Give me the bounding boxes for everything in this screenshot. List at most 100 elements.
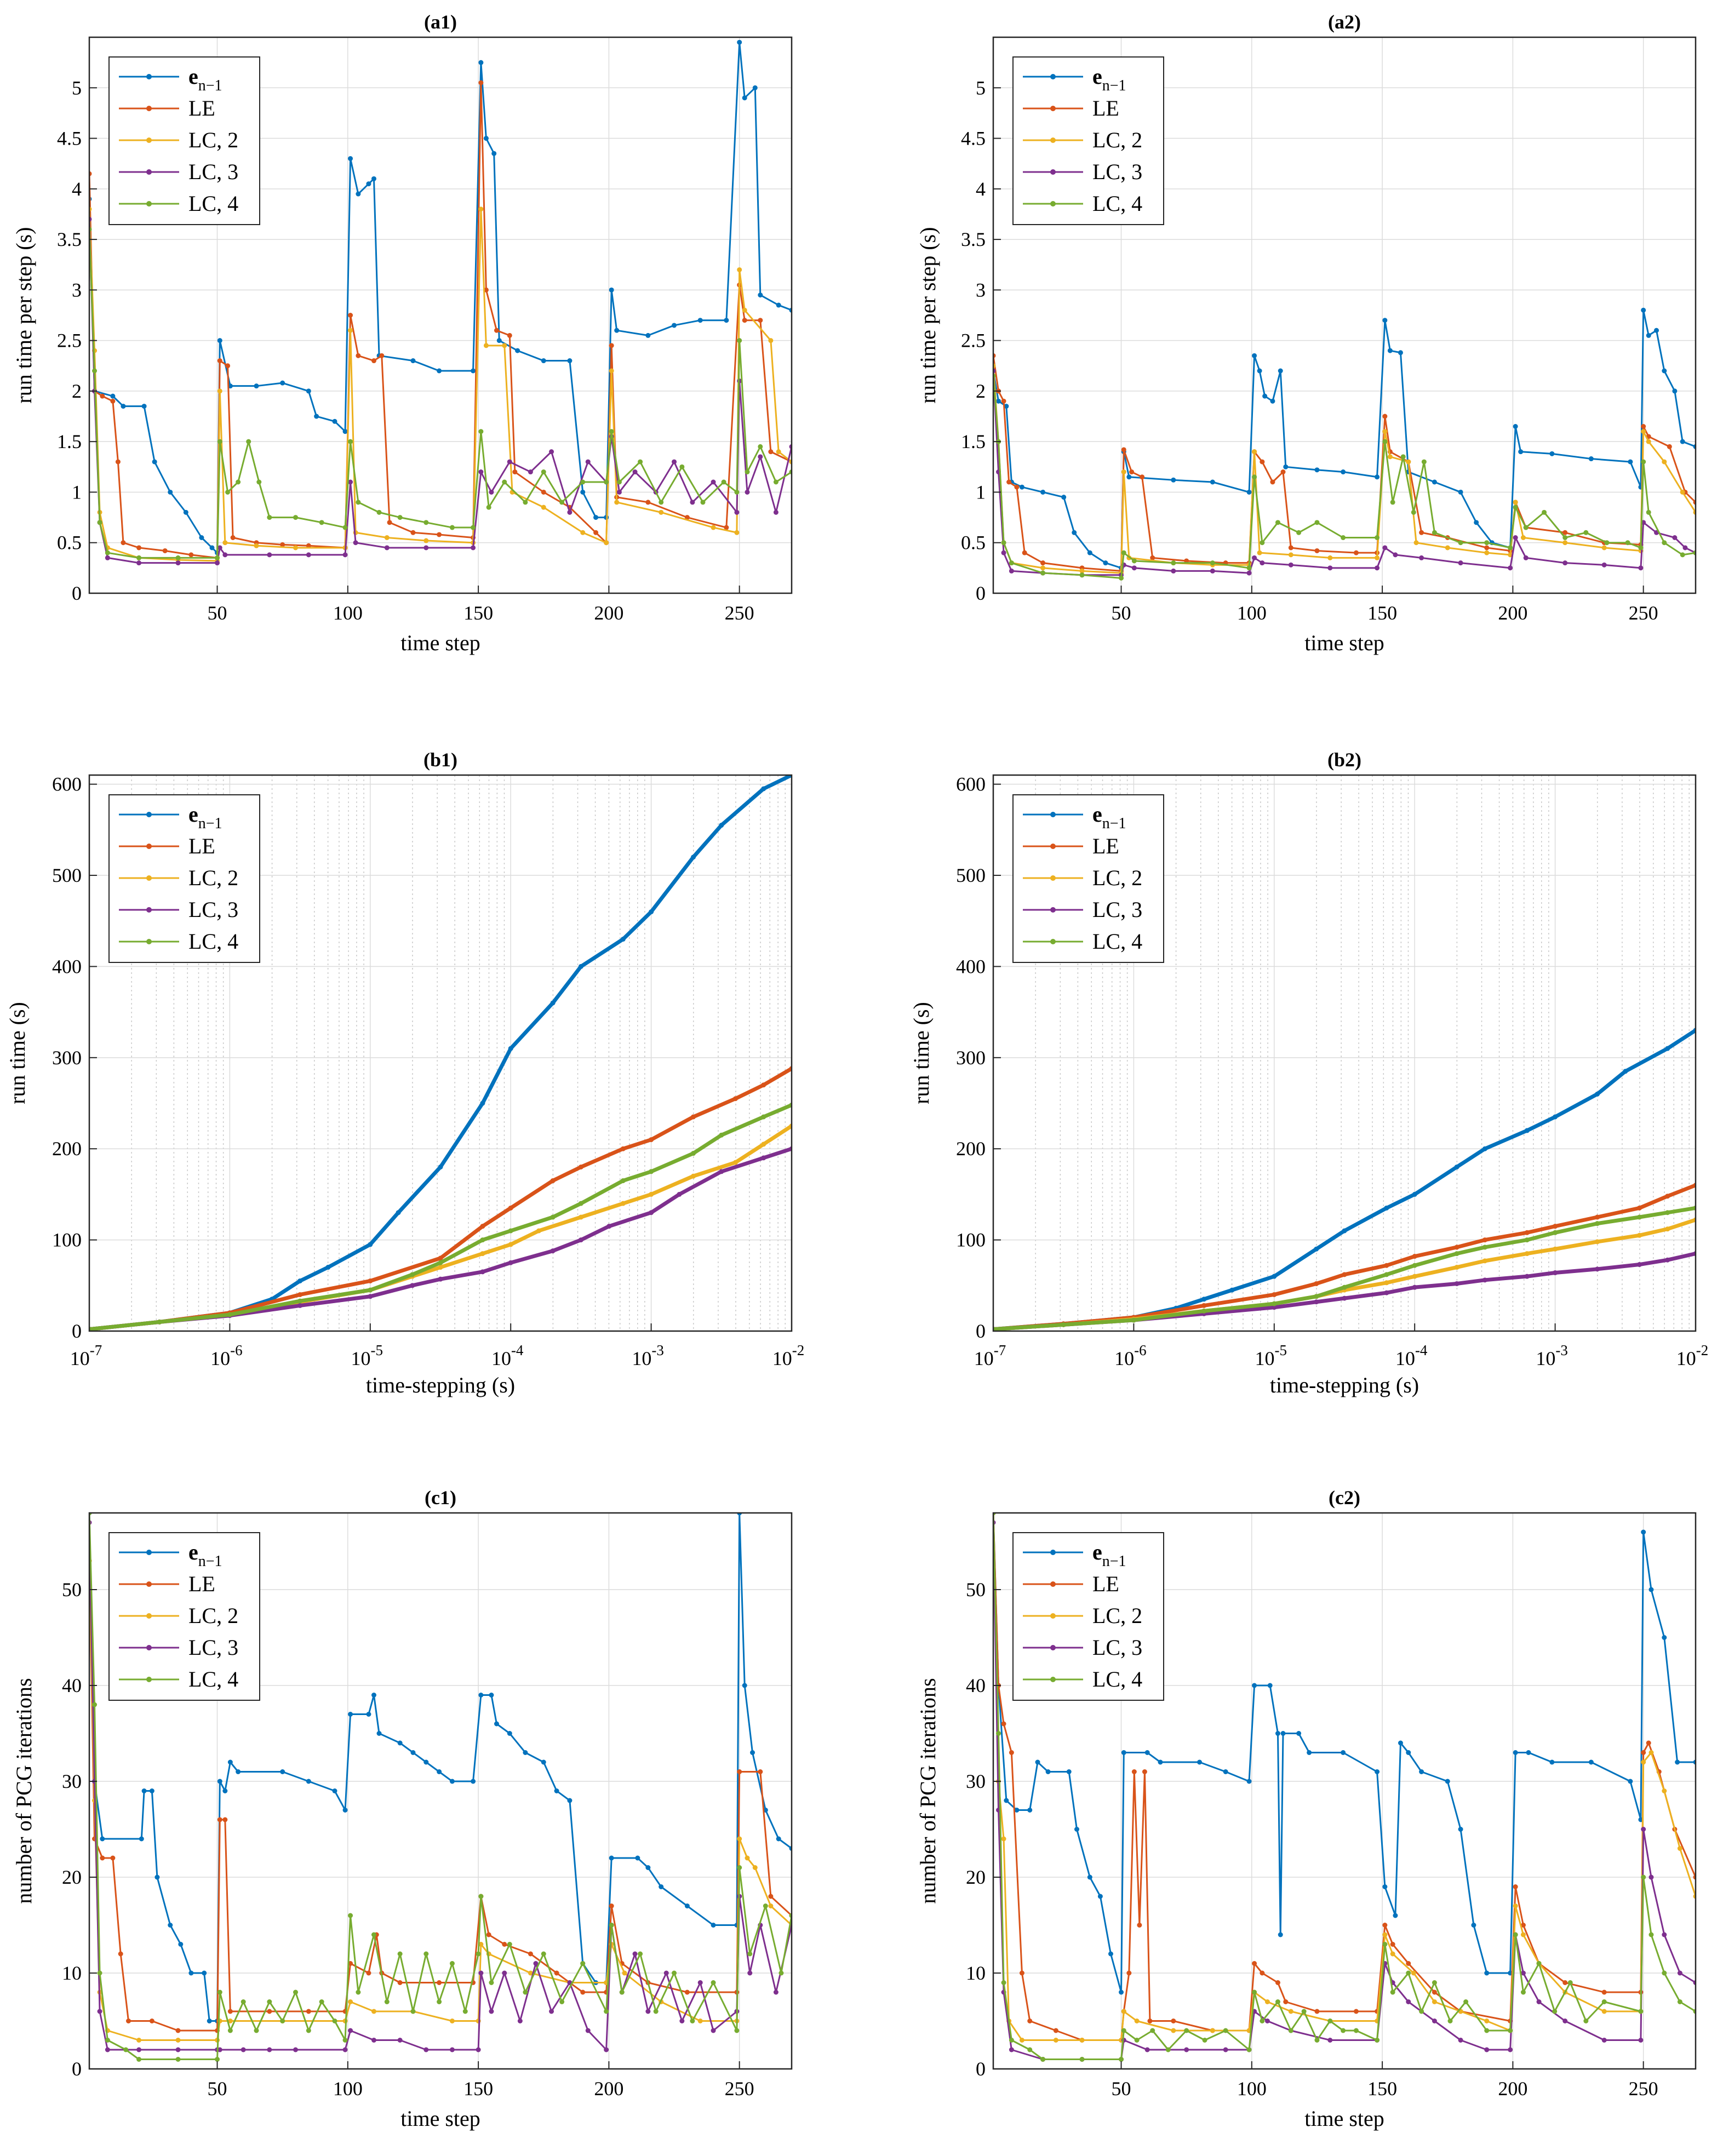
data-point (679, 464, 685, 469)
data-point (614, 328, 620, 333)
ticks: 50 100 150 200 250 0 10 20 30 40 50 (62, 1579, 754, 2100)
y-axis-label: number of PCG iterations (12, 1678, 36, 1903)
legend-label: LC, 4 (188, 1667, 238, 1691)
series-line-lc-4 (89, 229, 792, 559)
legend-swatch-marker (1050, 1550, 1056, 1555)
data-point (241, 1999, 246, 2004)
data-point (1454, 1164, 1459, 1169)
x-tick-exponent: -7 (90, 1342, 102, 1358)
ticks: 10-7 10-6 10-5 10-4 10-3 10-20100200300400500… (956, 773, 1708, 1369)
data-point (1625, 540, 1630, 546)
data-point (737, 1769, 742, 1774)
data-point (217, 545, 222, 551)
data-point (1382, 414, 1388, 419)
data-point (649, 1210, 654, 1215)
legend-label-name: LC, 3 (1092, 1635, 1142, 1660)
data-point (1353, 550, 1359, 555)
data-point (162, 548, 168, 553)
data-point (1623, 1069, 1628, 1074)
data-point (366, 181, 371, 187)
data-point (230, 535, 236, 540)
x-tick-base: 10 (632, 1348, 651, 1369)
data-point (1513, 1884, 1518, 1889)
data-point (1636, 1262, 1642, 1268)
data-point (1009, 2038, 1014, 2043)
data-point (620, 1146, 626, 1151)
data-point (267, 2047, 272, 2052)
legend-label: LC, 2 (1092, 865, 1142, 890)
data-point (1314, 1246, 1319, 1252)
data-point (471, 545, 476, 551)
data-point (437, 368, 442, 374)
data-point (1140, 474, 1145, 480)
data-point (1662, 459, 1667, 465)
data-point (368, 1294, 373, 1299)
data-point (549, 2009, 554, 2014)
data-point (550, 1178, 556, 1183)
panel-title: (c1) (425, 1487, 456, 1509)
data-point (1384, 1280, 1389, 1286)
data-point (356, 1989, 361, 1995)
series-group (89, 1513, 792, 2062)
legend-label-name: e (1092, 802, 1102, 827)
x-tick-exponent: -2 (1696, 1342, 1709, 1358)
data-point (745, 469, 750, 475)
data-point (1040, 565, 1046, 571)
data-point (1419, 1769, 1424, 1774)
data-point (1264, 2019, 1270, 2023)
data-point (1412, 1191, 1417, 1197)
data-point (1001, 1980, 1006, 1985)
data-point (1562, 535, 1568, 540)
data-point (462, 2009, 468, 2014)
data-point (225, 363, 231, 369)
legend-label: LC, 3 (188, 1635, 238, 1660)
data-point (476, 2047, 481, 2052)
data-point (1484, 2047, 1490, 2052)
data-point (267, 552, 272, 558)
data-point (719, 1169, 724, 1174)
data-point (1646, 332, 1651, 338)
data-point (1387, 454, 1393, 460)
data-point (1288, 545, 1293, 551)
data-point (1150, 2028, 1155, 2033)
data-point (1520, 1923, 1526, 1928)
data-point (125, 2019, 131, 2023)
data-point (209, 545, 215, 551)
panel-title: (a2) (1328, 11, 1361, 33)
data-point (1087, 550, 1092, 555)
data-point (217, 1989, 222, 1995)
data-point (554, 1970, 559, 1976)
legend-label: LE (188, 1572, 215, 1596)
data-point (734, 530, 740, 535)
data-point (306, 388, 311, 394)
legend-label-name: LC, 4 (1092, 929, 1142, 954)
data-point (1520, 1989, 1526, 1995)
data-point (1229, 1287, 1235, 1293)
data-point (1314, 1299, 1319, 1305)
data-point (267, 2009, 272, 2014)
data-point (319, 520, 324, 525)
legend-label-name: LC, 2 (188, 865, 238, 890)
data-point (649, 1191, 654, 1197)
y-tick-label: 200 (956, 1138, 986, 1160)
data-point (1262, 393, 1268, 399)
data-point (1562, 540, 1568, 546)
data-point (649, 1169, 654, 1174)
data-point (677, 1191, 682, 1197)
data-point (1158, 1759, 1163, 1765)
data-point (1411, 509, 1416, 515)
data-point (1121, 1750, 1126, 1755)
legend-label-name: LC, 2 (1092, 128, 1142, 152)
data-point (691, 1114, 696, 1120)
data-point (1384, 1263, 1389, 1268)
data-point (1518, 449, 1524, 455)
data-point (1667, 444, 1672, 449)
data-point (761, 1114, 766, 1120)
data-point (1257, 550, 1262, 555)
x-tick-label: 200 (594, 602, 623, 624)
data-point (1353, 2028, 1359, 2033)
data-point (1283, 1999, 1289, 2004)
data-point (691, 855, 696, 860)
data-point (1513, 1903, 1518, 1908)
data-point (410, 2009, 416, 2014)
